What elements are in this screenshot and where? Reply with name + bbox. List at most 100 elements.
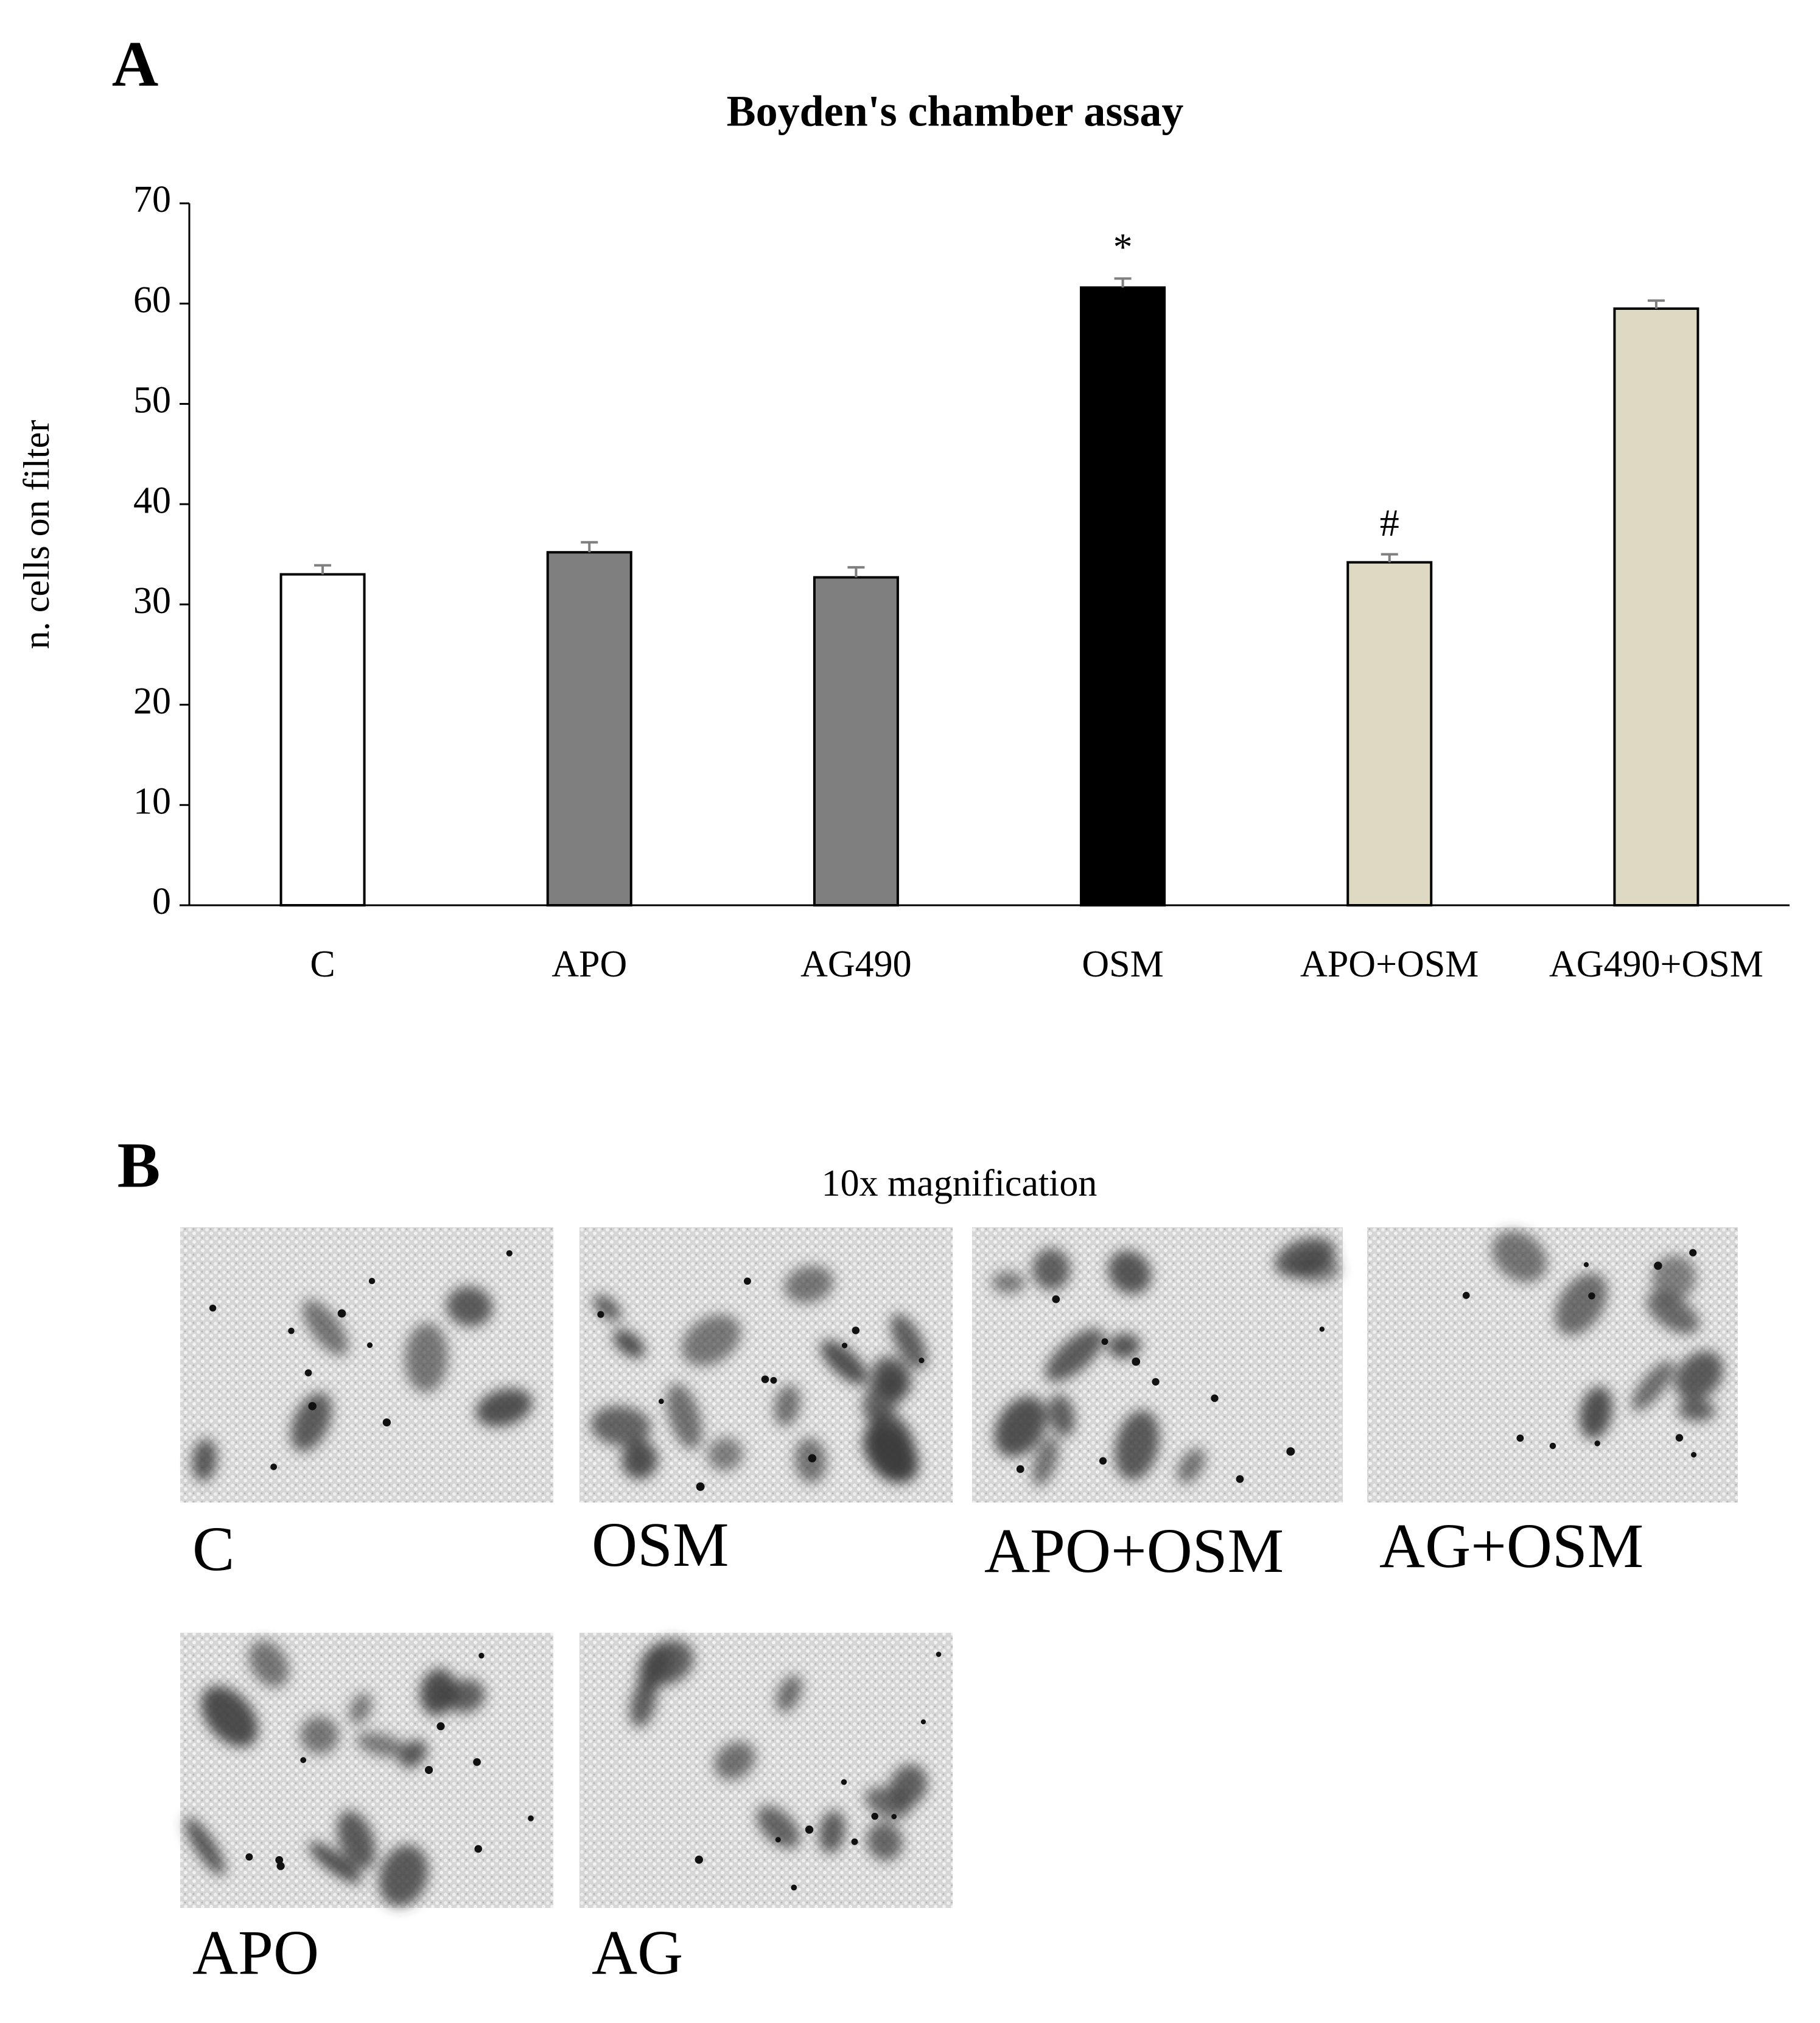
cell: [290, 1392, 332, 1452]
pore: [597, 1311, 604, 1318]
y-tick-label: 0: [152, 881, 171, 922]
cells: [590, 1266, 927, 1484]
pore: [920, 1719, 926, 1725]
pore: [382, 1418, 391, 1427]
pore: [891, 1814, 897, 1820]
cell: [1032, 1248, 1071, 1291]
pore: [852, 1327, 860, 1334]
cell: [667, 1383, 702, 1450]
pore: [1152, 1378, 1160, 1386]
cell: [1107, 1333, 1141, 1359]
pore: [275, 1856, 284, 1864]
x-tick-label: AG490+OSM: [1549, 944, 1763, 985]
pore: [743, 1277, 751, 1285]
pore: [368, 1277, 376, 1285]
significance-mark: *: [1113, 225, 1133, 268]
micrograph: [579, 1633, 953, 1908]
cell: [613, 1329, 645, 1358]
y-tick-label: 70: [133, 179, 171, 220]
cell: [356, 1732, 407, 1758]
cell: [714, 1741, 755, 1780]
pore: [851, 1838, 858, 1845]
pore: [366, 1342, 373, 1348]
pore: [337, 1309, 346, 1318]
pore: [1052, 1295, 1060, 1303]
cell: [866, 1411, 915, 1483]
cell: [1177, 1448, 1205, 1484]
cell: [379, 1845, 429, 1907]
cell: [1108, 1250, 1152, 1294]
pore: [1236, 1475, 1244, 1483]
pore: [1594, 1440, 1600, 1446]
pore: [1101, 1338, 1108, 1345]
pore: [474, 1845, 483, 1853]
y-tick-label: 10: [133, 781, 171, 822]
cell: [821, 1340, 868, 1385]
cell: [192, 1439, 217, 1482]
panel-label: B: [117, 1129, 161, 1201]
cell: [349, 1692, 372, 1724]
pore: [300, 1757, 307, 1764]
cell: [707, 1437, 743, 1471]
error-bar: [1381, 553, 1398, 563]
cell: [1032, 1436, 1059, 1487]
cell: [248, 1640, 289, 1688]
cell: [819, 1810, 845, 1854]
cell: [303, 1299, 348, 1356]
cell: [865, 1787, 910, 1820]
pore: [1549, 1442, 1556, 1450]
micrograph-label: APO+OSM: [984, 1516, 1284, 1586]
pore: [478, 1652, 485, 1659]
pore: [775, 1837, 781, 1843]
micrograph-label: C: [192, 1514, 234, 1584]
cell: [757, 1806, 800, 1849]
cell: [1580, 1386, 1613, 1439]
pore: [425, 1765, 433, 1774]
pore: [276, 1862, 285, 1870]
pore: [791, 1884, 797, 1891]
pore: [1462, 1292, 1470, 1299]
x-tick-label: APO: [551, 944, 627, 985]
x-tick-label: OSM: [1082, 944, 1163, 985]
cell: [1492, 1230, 1547, 1283]
cell: [994, 1396, 1047, 1457]
pore: [1689, 1249, 1697, 1257]
cell: [337, 1811, 376, 1870]
pore: [1211, 1394, 1219, 1402]
cells: [192, 1286, 533, 1482]
x-tick-label: AG490: [800, 944, 912, 985]
cells: [1492, 1230, 1724, 1439]
cell: [1048, 1394, 1076, 1437]
cell: [1045, 1328, 1105, 1382]
cell: [444, 1679, 485, 1713]
bar: [1613, 307, 1699, 906]
cell: [1292, 1255, 1341, 1283]
cell: [1651, 1255, 1696, 1301]
pore: [1286, 1447, 1295, 1456]
cell: [590, 1406, 651, 1446]
pore: [841, 1779, 847, 1785]
pore: [1675, 1434, 1684, 1442]
bar: [1346, 561, 1433, 906]
cell: [872, 1356, 912, 1400]
pore: [808, 1454, 817, 1463]
pore: [1583, 1262, 1589, 1267]
pore: [936, 1652, 942, 1657]
cell: [1631, 1360, 1675, 1411]
cell: [405, 1322, 448, 1393]
pore: [1690, 1451, 1697, 1458]
pore: [761, 1375, 769, 1383]
y-tick-label: 50: [133, 380, 171, 421]
chart-title: Boyden's chamber assay: [727, 87, 1184, 136]
cell: [630, 1679, 657, 1727]
pore: [1319, 1327, 1325, 1332]
y-axis-label: n. cells on filter: [16, 420, 57, 650]
cell: [991, 1271, 1026, 1294]
micrographs: C OSM APO+OSM AG+OSM APO AG: [180, 1227, 1738, 1988]
pore: [1132, 1357, 1141, 1366]
micrograph-label: OSM: [592, 1510, 729, 1580]
pore: [1654, 1261, 1662, 1270]
cell: [201, 1686, 258, 1747]
pore: [270, 1464, 278, 1470]
